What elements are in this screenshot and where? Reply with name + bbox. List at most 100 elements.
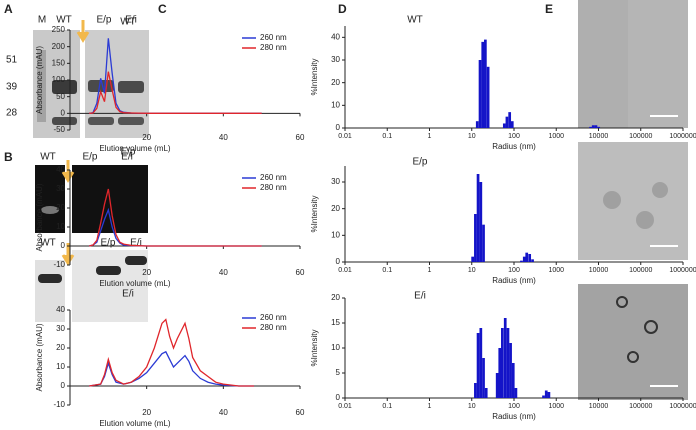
x-tick-label: 20 <box>142 133 151 142</box>
bar <box>479 182 483 262</box>
lane-label: E/i <box>121 152 133 163</box>
x-tick-label: 20 <box>142 408 151 417</box>
chart-title: E/p <box>120 147 135 158</box>
x-tick-label: 100 <box>508 403 520 410</box>
x-tick-label: 1000 <box>548 403 564 410</box>
chart-title: E/p <box>412 157 427 168</box>
bar <box>495 373 499 398</box>
bar <box>481 41 485 128</box>
x-tick-label: 0.1 <box>382 403 392 410</box>
x-axis-label: Radius (nm) <box>492 412 536 421</box>
legend-label: 280 nm <box>260 323 287 332</box>
x-tick-label: 1000 <box>548 133 564 140</box>
bar <box>547 392 551 398</box>
x-tick-label: 10 <box>468 133 476 140</box>
bar <box>506 328 510 398</box>
lane-label: M <box>38 15 46 26</box>
y-tick-label: -10 <box>53 260 65 269</box>
bar <box>511 363 515 398</box>
line-series <box>89 350 254 387</box>
lane-label: E/i <box>125 15 137 26</box>
bar <box>478 60 482 128</box>
x-tick-label: 0.01 <box>338 133 352 140</box>
line-series <box>89 188 262 247</box>
lane-label: E/p <box>100 238 115 249</box>
bar <box>520 260 523 262</box>
marker-label: 51 <box>6 55 18 66</box>
y-axis-label: Absorbance (mAU) <box>35 46 44 114</box>
x-tick-label: 0.01 <box>338 403 352 410</box>
bar <box>505 116 509 128</box>
x-tick-label: 40 <box>219 268 228 277</box>
bar <box>589 126 592 128</box>
x-tick-label: 0.01 <box>338 267 352 274</box>
x-tick-label: 100000 <box>629 403 652 410</box>
x-tick-label: 10 <box>468 267 476 274</box>
y-axis-label: %Intensity <box>310 196 319 233</box>
x-tick-label: 40 <box>219 408 228 417</box>
bar <box>476 174 480 262</box>
marker-label: 28 <box>6 108 18 119</box>
y-axis-label: Absorbance (mAU) <box>35 323 44 391</box>
y-tick-label: 10 <box>56 222 65 231</box>
bar <box>514 388 518 398</box>
bar <box>544 390 548 398</box>
x-tick-label: 100 <box>508 133 520 140</box>
x-tick-label: 1 <box>428 267 432 274</box>
x-tick-label: 10000 <box>589 133 609 140</box>
x-tick-label: 1 <box>428 133 432 140</box>
lane-label: E/i <box>130 238 142 249</box>
x-tick-label: 1 <box>428 403 432 410</box>
micrograph <box>578 0 688 128</box>
y-tick-label: 5 <box>336 368 341 377</box>
y-axis-label: %Intensity <box>310 330 319 367</box>
legend-label: 260 nm <box>260 33 287 42</box>
line-series <box>89 71 262 114</box>
x-tick-label: 1000000 <box>669 267 696 274</box>
legend-label: 260 nm <box>260 313 287 322</box>
x-tick-label: 0.1 <box>382 267 392 274</box>
y-tick-label: 10 <box>331 100 340 109</box>
x-tick-label: 60 <box>296 133 305 142</box>
y-tick-label: 20 <box>56 203 65 212</box>
x-tick-label: 10000 <box>589 403 609 410</box>
bar <box>482 358 485 398</box>
x-axis-label: Elution volume (mL) <box>99 279 170 288</box>
x-tick-label: 1000 <box>548 267 564 274</box>
chart-title: E/i <box>414 291 426 302</box>
y-tick-label: 200 <box>52 42 66 51</box>
lane-label: E/p <box>82 152 97 163</box>
y-tick-label: 40 <box>331 32 340 41</box>
bar <box>486 66 490 128</box>
bar <box>484 39 487 128</box>
bar <box>508 112 512 128</box>
bar <box>525 252 529 262</box>
y-tick-label: 10 <box>56 362 65 371</box>
x-axis-label: Elution volume (mL) <box>99 144 170 153</box>
y-tick-label: 30 <box>56 324 65 333</box>
y-tick-label: 50 <box>56 92 65 101</box>
chart-title: E/i <box>122 289 134 300</box>
y-tick-label: 30 <box>331 55 340 64</box>
bar <box>471 256 474 262</box>
x-tick-label: 20 <box>142 268 151 277</box>
y-tick-label: 40 <box>56 165 65 174</box>
line-series <box>89 318 254 387</box>
bar <box>475 121 479 128</box>
bar <box>531 259 534 262</box>
bar <box>474 214 477 262</box>
panel-label: E <box>545 2 553 16</box>
y-axis-label: %Intensity <box>310 59 319 96</box>
bar <box>498 348 502 398</box>
y-tick-label: 0 <box>336 393 341 402</box>
x-tick-label: 60 <box>296 408 305 417</box>
bar <box>479 328 483 398</box>
panel-label: D <box>338 2 347 16</box>
lane-label: WT <box>40 152 56 163</box>
bar <box>476 333 480 398</box>
bar <box>591 125 595 128</box>
x-tick-label: 0.1 <box>382 133 392 140</box>
y-tick-label: 20 <box>331 293 340 302</box>
x-tick-label: 10 <box>468 403 476 410</box>
chart-title: WT <box>120 17 136 28</box>
